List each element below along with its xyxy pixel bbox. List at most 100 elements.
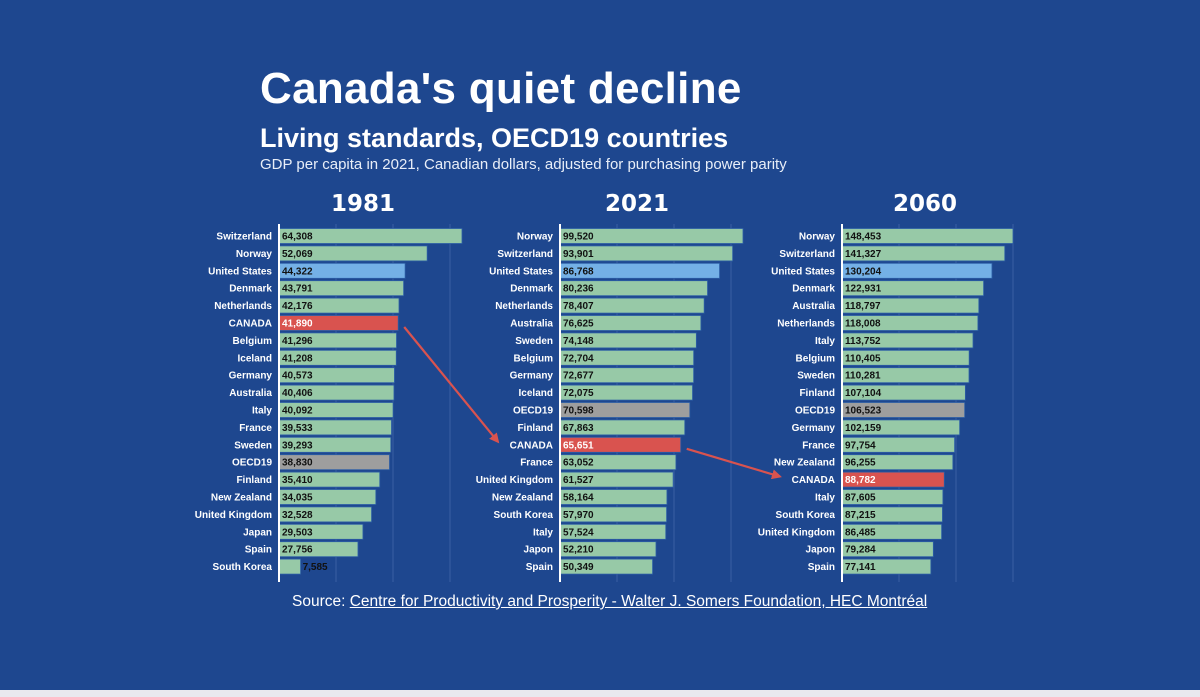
value-label: 61,527 [563, 475, 594, 486]
bar-row-finland: Finland 107,104 [799, 384, 966, 401]
bar-row-france: France 97,754 [802, 436, 956, 453]
country-label: Finland [799, 388, 835, 399]
bar-row-spain: Spain 77,141 [808, 558, 932, 575]
value-label: 38,830 [282, 458, 313, 469]
value-label: 122,931 [845, 284, 882, 295]
value-label: 65,651 [563, 440, 594, 451]
country-label: Netherlands [777, 319, 835, 330]
country-label: OECD19 [795, 406, 835, 417]
bar-row-south-korea: South Korea 7,585 [213, 558, 328, 575]
bar-row-australia: Australia 76,625 [510, 315, 702, 331]
country-label: Denmark [229, 284, 272, 295]
bar-row-belgium: Belgium 41,296 [233, 332, 397, 349]
bar-row-germany: Germany 40,573 [229, 367, 395, 384]
bar-row-australia: Australia 118,797 [792, 297, 980, 314]
country-label: Finland [236, 475, 272, 486]
bar-row-oecd19: OECD19 106,523 [795, 402, 966, 418]
country-label: Spain [245, 545, 272, 556]
bar-row-south-korea: South Korea 87,215 [776, 506, 943, 523]
bar-row-iceland: Iceland 72,075 [519, 384, 693, 401]
country-label: CANADA [792, 475, 835, 486]
value-label: 41,208 [282, 353, 313, 364]
bar-row-oecd19: OECD19 38,830 [232, 454, 390, 471]
value-label: 39,293 [282, 440, 313, 451]
bar-row-new-zealand: New Zealand 58,164 [492, 489, 668, 505]
value-label: 86,768 [563, 266, 594, 277]
value-label: 118,797 [845, 301, 881, 312]
source-line: Source: Centre for Productivity and Pros… [292, 593, 927, 611]
value-label: 40,406 [282, 388, 313, 399]
canada-arrow [403, 326, 500, 444]
bar-row-denmark: Denmark 122,931 [792, 280, 985, 297]
bar-row-belgium: Belgium 72,704 [514, 349, 695, 366]
country-label: Australia [792, 301, 835, 312]
country-label: New Zealand [211, 493, 272, 504]
country-label: Australia [229, 388, 272, 399]
country-label: Norway [236, 249, 273, 260]
bar-row-netherlands: Netherlands 78,407 [495, 297, 705, 314]
value-label: 113,752 [845, 336, 881, 347]
country-label: Denmark [792, 284, 835, 295]
country-label: Switzerland [497, 249, 553, 260]
value-label: 106,523 [845, 406, 882, 417]
value-label: 79,284 [845, 545, 876, 556]
value-label: 130,204 [845, 266, 882, 277]
country-label: Switzerland [216, 232, 272, 243]
country-label: United Kingdom [758, 527, 835, 538]
value-label: 86,485 [845, 527, 876, 538]
panel-title: 2060 [893, 191, 957, 217]
value-label: 57,524 [563, 527, 594, 538]
country-label: Germany [792, 423, 836, 434]
panel-2060: 2060 Norway 148,453 Switzerland 141,327 Unite… [758, 191, 1014, 582]
country-label: France [239, 423, 272, 434]
country-label: Denmark [510, 284, 553, 295]
bar-row-netherlands: Netherlands 118,008 [777, 315, 979, 331]
value-label: 77,141 [845, 562, 876, 573]
country-label: Italy [815, 493, 835, 504]
value-label: 78,407 [563, 301, 594, 312]
value-label: 35,410 [282, 475, 313, 486]
country-label: Japon [524, 545, 553, 556]
bar-row-norway: Norway 52,069 [236, 245, 428, 262]
country-label: Germany [510, 371, 554, 382]
value-label: 148,453 [845, 232, 882, 243]
bar-row-norway: Norway 99,520 [517, 228, 744, 244]
value-label: 70,598 [563, 406, 594, 417]
value-label: 110,405 [845, 353, 881, 364]
value-label: 42,176 [282, 301, 313, 312]
value-label: 118,008 [845, 319, 881, 330]
country-label: Iceland [519, 388, 553, 399]
bar [278, 558, 301, 575]
value-label: 87,605 [845, 493, 876, 504]
country-label: Netherlands [214, 301, 272, 312]
value-label: 99,520 [563, 232, 594, 243]
value-label: 29,503 [282, 527, 313, 538]
ranking-arrows [403, 326, 782, 480]
value-label: 40,573 [282, 371, 313, 382]
panel-title: 2021 [605, 191, 669, 217]
bar-row-oecd19: OECD19 70,598 [513, 402, 691, 418]
chart-title: Canada's quiet decline [260, 64, 742, 113]
country-label: United States [489, 266, 553, 277]
value-label: 93,901 [563, 249, 594, 260]
value-label: 57,970 [563, 510, 594, 521]
country-label: Germany [229, 371, 273, 382]
bar-row-japon: Japon 79,284 [806, 541, 934, 558]
country-label: Australia [510, 319, 553, 330]
bar-row-italy: Italy 40,092 [252, 402, 394, 418]
panel-1981: 1981 Switzerland 64,308 Norway 52,069 United … [195, 191, 463, 582]
country-label: Sweden [515, 336, 553, 347]
country-label: Finland [517, 423, 553, 434]
bar-row-canada: CANADA 88,782 [792, 471, 945, 488]
value-label: 44,322 [282, 266, 313, 277]
country-label: France [520, 458, 553, 469]
source-link[interactable]: Centre for Productivity and Prosperity -… [349, 593, 928, 610]
country-label: Japan [243, 527, 272, 538]
bar-row-sweden: Sweden 74,148 [515, 332, 697, 349]
bar-row-denmark: Denmark 43,791 [229, 280, 405, 297]
chart-subtitle: Living standards, OECD19 countries [260, 123, 729, 153]
bar-row-switzerland: Switzerland 141,327 [779, 245, 1006, 262]
country-label: Belgium [514, 353, 554, 364]
country-label: South Korea [494, 510, 554, 521]
value-label: 141,327 [845, 249, 882, 260]
